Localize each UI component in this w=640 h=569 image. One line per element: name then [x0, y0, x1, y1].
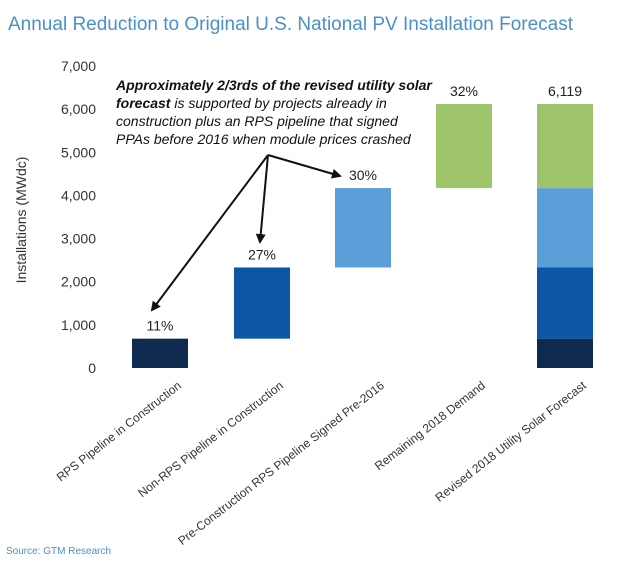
- y-axis-label: Installations (MWdc): [13, 157, 29, 284]
- y-tick-label: 1,000: [61, 317, 96, 333]
- arrow-to-non-rps-pipeline: [255, 154, 269, 244]
- annotation-line2: is supported by projects already in: [170, 95, 387, 111]
- total-bar-segment-1: [537, 338, 593, 368]
- total-data-label: 6,119: [548, 83, 582, 99]
- source-note: Source: GTM Research: [6, 546, 112, 557]
- y-tick-label: 7,000: [61, 58, 96, 74]
- y-tick-label: 4,000: [61, 187, 96, 203]
- y-tick-label: 6,000: [61, 101, 96, 117]
- annotation-line3: construction plus an RPS pipeline that s…: [116, 113, 399, 129]
- data-label: 11%: [147, 318, 174, 334]
- svg-text:Approximately 2/3rds of the re: Approximately 2/3rds of the revised util…: [115, 77, 433, 93]
- annotation-line4: PPAs before 2016 when module prices cras…: [116, 131, 412, 147]
- y-tick-label: 2,000: [61, 274, 96, 290]
- total-bar-segment-4: [537, 104, 593, 189]
- data-label: 32%: [450, 83, 478, 99]
- chart-title: Annual Reduction to Original U.S. Nation…: [8, 14, 574, 35]
- svg-text:forecast is supported by proje: forecast is supported by projects alread…: [116, 95, 387, 111]
- arrow-to-rps-pipeline: [150, 154, 269, 312]
- y-tick-label: 3,000: [61, 231, 96, 247]
- annotation-line2-bold: forecast: [116, 95, 172, 111]
- data-label: 27%: [248, 246, 276, 262]
- annotation-arrows: [150, 154, 342, 312]
- data-label: 30%: [349, 167, 377, 183]
- bar-4: [436, 104, 492, 189]
- bar-3: [335, 188, 391, 268]
- annotation-text: Approximately 2/3rds of the revised util…: [115, 77, 433, 147]
- total-bar-segment-2: [537, 267, 593, 339]
- x-tick-label: Remaining 2018 Demand: [372, 378, 488, 473]
- x-tick-label: Pre-Construction RPS Pipeline Signed Pre…: [175, 378, 387, 548]
- arrow-to-pre-construction-pipeline: [267, 154, 342, 179]
- bar-2: [234, 267, 290, 339]
- bar-1: [132, 338, 188, 368]
- total-bar-segment-3: [537, 188, 593, 268]
- y-tick-label: 0: [88, 360, 96, 376]
- y-tick-label: 5,000: [61, 144, 96, 160]
- annotation-line1: Approximately 2/3rds of the revised util…: [115, 77, 433, 93]
